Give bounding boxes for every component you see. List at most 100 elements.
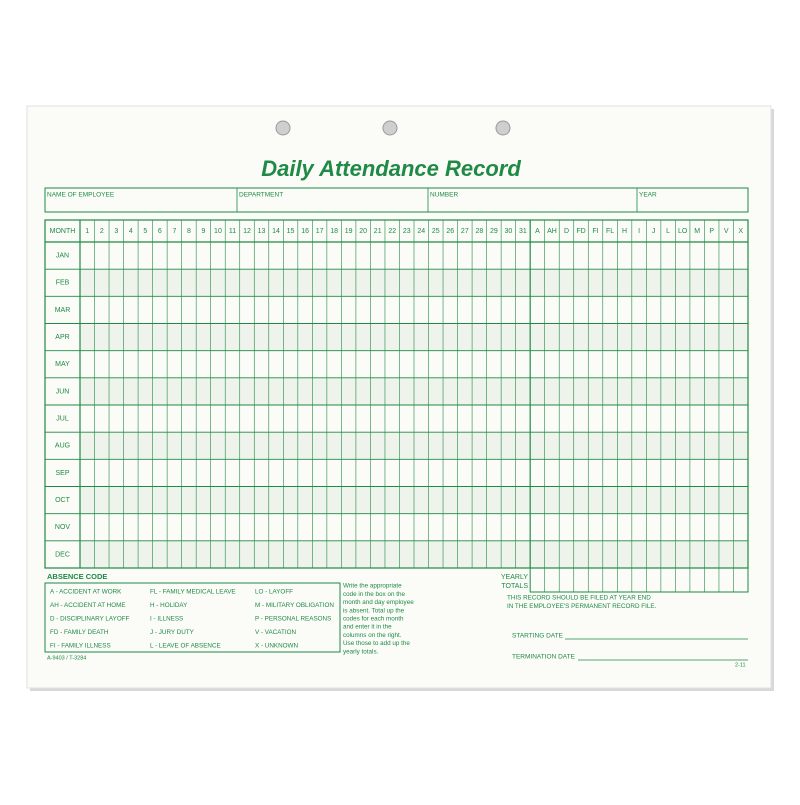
column-header: X [738,228,743,235]
column-header: 8 [187,228,191,235]
column-header: 26 [446,228,454,235]
column-header: A [535,228,540,235]
absence-title: ABSENCE CODE [47,572,107,581]
month-label: APR [55,334,69,341]
column-header: FD [576,228,585,235]
instruction-line: yearly totals. [343,648,379,655]
instruction-line: month and day employee [343,599,414,606]
filing-note: IN THE EMPLOYEE'S PERMANENT RECORD FILE. [507,603,657,610]
absence-code: H - HOLIDAY [150,602,188,609]
filing-note: THIS RECORD SHOULD BE FILED AT YEAR END [507,595,651,602]
column-header: 25 [432,228,440,235]
column-header: V [724,228,729,235]
instruction-line: is absent. Total up the [343,607,405,614]
column-header: 4 [129,228,133,235]
column-header: D [564,228,569,235]
month-label: NOV [55,524,71,531]
absence-code: J - JURY DUTY [150,629,195,636]
absence-code: LO - LAYOFF [255,589,293,596]
absence-code: V - VACATION [255,629,297,636]
column-header: 10 [214,228,222,235]
column-header: 3 [114,228,118,235]
column-header: 5 [143,228,147,235]
title: Daily Attendance Record [261,156,521,181]
absence-code: I - ILLNESS [150,616,183,623]
column-header: 17 [316,228,324,235]
info-box [44,187,749,213]
column-header: 16 [301,228,309,235]
column-header: 9 [201,228,205,235]
absence-code: A - ACCIDENT AT WORK [50,589,122,596]
absence-code: M - MILITARY OBLIGATION [255,602,334,609]
column-header: 2 [100,228,104,235]
column-header: 27 [461,228,469,235]
column-header: 19 [345,228,353,235]
absence-code: D - DISCIPLINARY LAYOFF [50,616,130,623]
month-label: OCT [55,497,71,504]
month-label: MAR [55,307,71,314]
instruction-line: Write the appropriate [343,583,402,590]
totals-label: YEARLY [501,574,528,581]
form-number: A-9403 / T-3284 [47,655,86,661]
grid-box [44,219,749,569]
column-header: J [652,228,656,235]
absence-code: P - PERSONAL REASONS [255,616,331,623]
absence-code: X - UNKNOWN [255,643,298,650]
column-header: 18 [330,228,338,235]
totals-box [529,567,749,593]
month-label: MAY [55,361,70,368]
column-header: 30 [504,228,512,235]
column-header: FL [606,228,614,235]
column-header: 20 [359,228,367,235]
absence-code: AH - ACCIDENT AT HOME [50,602,126,609]
column-header: M [694,228,700,235]
instruction-line: and enter it in the [343,624,392,631]
absence-code: L - LEAVE OF ABSENCE [150,643,221,650]
column-header: 1 [85,228,89,235]
absence-code: FI - FAMILY ILLNESS [50,643,111,650]
month-label: DEC [55,551,70,558]
column-header: 28 [475,228,483,235]
info-label: DEPARTMENT [239,192,283,199]
column-header: AH [547,228,557,235]
month-label: JUL [56,415,69,422]
info-label: NAME OF EMPLOYEE [47,192,115,199]
column-header: 7 [172,228,176,235]
absence-code: FL - FAMILY MEDICAL LEAVE [150,589,236,596]
info-label: NUMBER [430,192,458,199]
column-header: H [622,228,627,235]
date-label: STARTING DATE [512,633,564,640]
column-header: 14 [272,228,280,235]
column-header: L [666,228,670,235]
month-label: SEP [55,470,69,477]
column-header: MONTH [50,228,76,235]
date-label: TERMINATION DATE [512,654,576,661]
absence-code: FD - FAMILY DEATH [50,629,109,636]
column-header: I [638,228,640,235]
column-header: LO [678,228,688,235]
column-header: 21 [374,228,382,235]
column-header: FI [592,228,598,235]
column-header: P [709,228,714,235]
instruction-line: code in the box on the [343,591,405,598]
column-header: 6 [158,228,162,235]
month-label: JAN [56,252,69,259]
column-header: 22 [388,228,396,235]
month-label: JUN [56,388,70,395]
month-label: AUG [55,443,70,450]
column-header: 29 [490,228,498,235]
column-header: 13 [258,228,266,235]
instruction-line: columns on the right. [343,632,402,639]
column-header: 11 [229,228,236,235]
month-label: FEB [56,280,70,287]
revision: 2-11 [735,662,746,668]
column-header: 31 [519,228,527,235]
column-header: 23 [403,228,411,235]
column-header: 12 [243,228,251,235]
column-header: 24 [417,228,425,235]
column-header: 15 [287,228,295,235]
punch-holes [275,120,511,136]
totals-label: TOTALS [501,583,528,590]
instruction-line: codes for each month [343,615,404,622]
